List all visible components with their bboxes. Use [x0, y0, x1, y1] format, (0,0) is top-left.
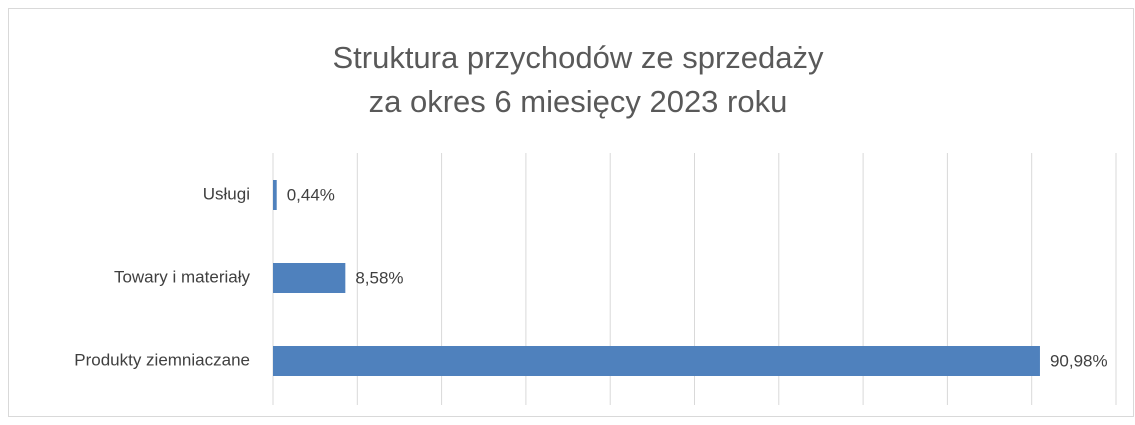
chart-title: Struktura przychodów ze sprzedaży: [332, 40, 824, 75]
data-label: 8,58%: [355, 268, 403, 287]
bar: [273, 180, 277, 210]
y-tick-label: Towary i materiały: [114, 267, 251, 286]
bar: [273, 263, 346, 293]
data-label: 90,98%: [1050, 351, 1108, 370]
y-tick-label: Usługi: [203, 184, 250, 203]
data-label: 0,44%: [287, 185, 335, 204]
bar: [273, 346, 1040, 376]
y-tick-label: Produkty ziemniaczane: [74, 350, 250, 369]
chart-title: za okres 6 miesięcy 2023 roku: [369, 84, 788, 119]
